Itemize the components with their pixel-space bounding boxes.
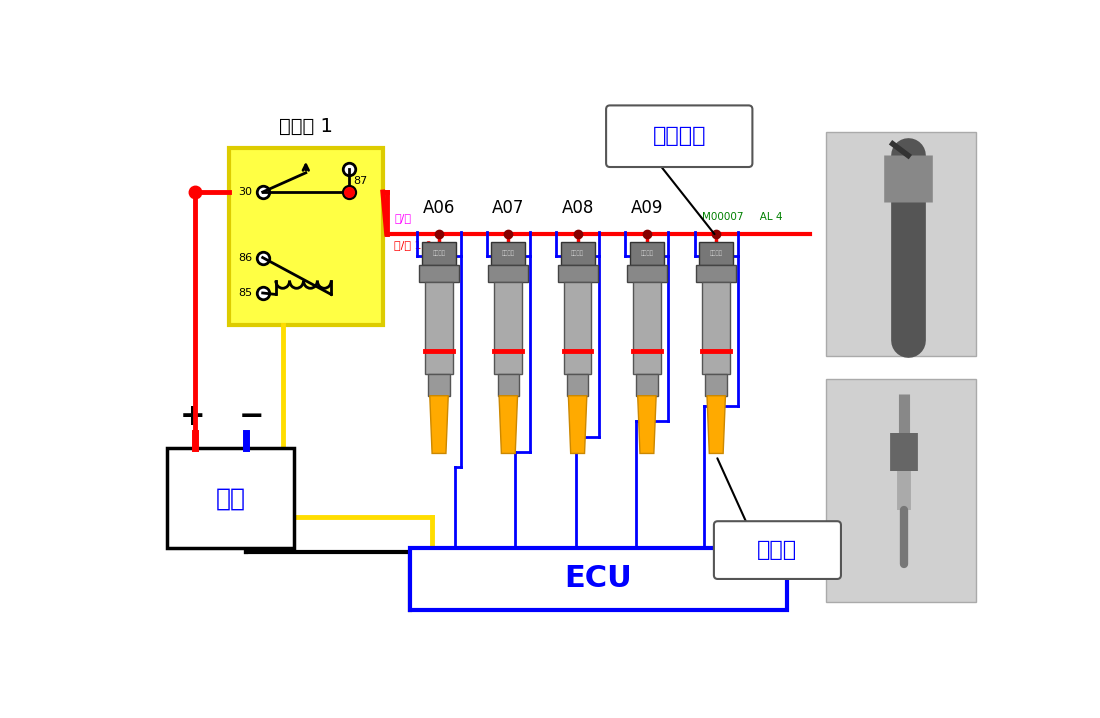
Text: ECU: ECU xyxy=(564,564,632,594)
FancyBboxPatch shape xyxy=(606,106,752,167)
Bar xyxy=(497,374,519,396)
Text: 30: 30 xyxy=(238,187,252,197)
Bar xyxy=(705,374,727,396)
Polygon shape xyxy=(569,396,587,454)
Bar xyxy=(425,281,453,374)
Text: −: − xyxy=(239,402,264,431)
Text: 点火线圈: 点火线圈 xyxy=(502,251,515,256)
Text: A06: A06 xyxy=(422,199,455,217)
Bar xyxy=(700,242,734,265)
Text: A08: A08 xyxy=(561,199,594,217)
Bar xyxy=(703,281,730,374)
Bar xyxy=(561,242,595,265)
Bar xyxy=(409,548,788,610)
Text: 点火线圈: 点火线圈 xyxy=(640,251,653,256)
Bar xyxy=(229,148,383,325)
Bar xyxy=(167,448,295,548)
Text: 点火线圈: 点火线圈 xyxy=(652,126,706,146)
Bar xyxy=(826,379,976,602)
Bar xyxy=(488,265,528,281)
FancyBboxPatch shape xyxy=(714,521,842,579)
Bar xyxy=(636,374,658,396)
Text: 点火线圈: 点火线圈 xyxy=(432,251,446,256)
Bar xyxy=(428,374,450,396)
Bar xyxy=(558,265,597,281)
Text: M00007     AL 4: M00007 AL 4 xyxy=(703,212,783,222)
Polygon shape xyxy=(707,396,726,454)
Text: 点火线圈: 点火线圈 xyxy=(710,251,723,256)
Bar xyxy=(566,374,588,396)
Text: 火花塞: 火花塞 xyxy=(758,540,798,560)
Bar xyxy=(419,265,459,281)
Bar xyxy=(422,242,456,265)
Bar xyxy=(627,265,667,281)
Text: 继电器 1: 继电器 1 xyxy=(279,117,332,136)
Polygon shape xyxy=(430,396,449,454)
Text: 红/白 1.0: 红/白 1.0 xyxy=(395,240,432,250)
Text: 85: 85 xyxy=(238,288,252,298)
Bar xyxy=(492,242,526,265)
Polygon shape xyxy=(638,396,656,454)
Bar xyxy=(826,132,976,355)
Text: 86: 86 xyxy=(238,253,252,263)
Bar xyxy=(495,281,522,374)
Bar xyxy=(634,281,661,374)
Text: 87: 87 xyxy=(353,177,367,187)
Text: 红/粉: 红/粉 xyxy=(395,213,411,223)
Bar xyxy=(563,281,592,374)
Text: A07: A07 xyxy=(492,199,525,217)
Polygon shape xyxy=(499,396,518,454)
Bar xyxy=(630,242,664,265)
Text: A09: A09 xyxy=(630,199,663,217)
Text: 电瑞: 电瑞 xyxy=(216,486,245,510)
Bar xyxy=(696,265,736,281)
Text: 点火线圈: 点火线圈 xyxy=(571,251,584,256)
Text: +: + xyxy=(179,402,206,431)
